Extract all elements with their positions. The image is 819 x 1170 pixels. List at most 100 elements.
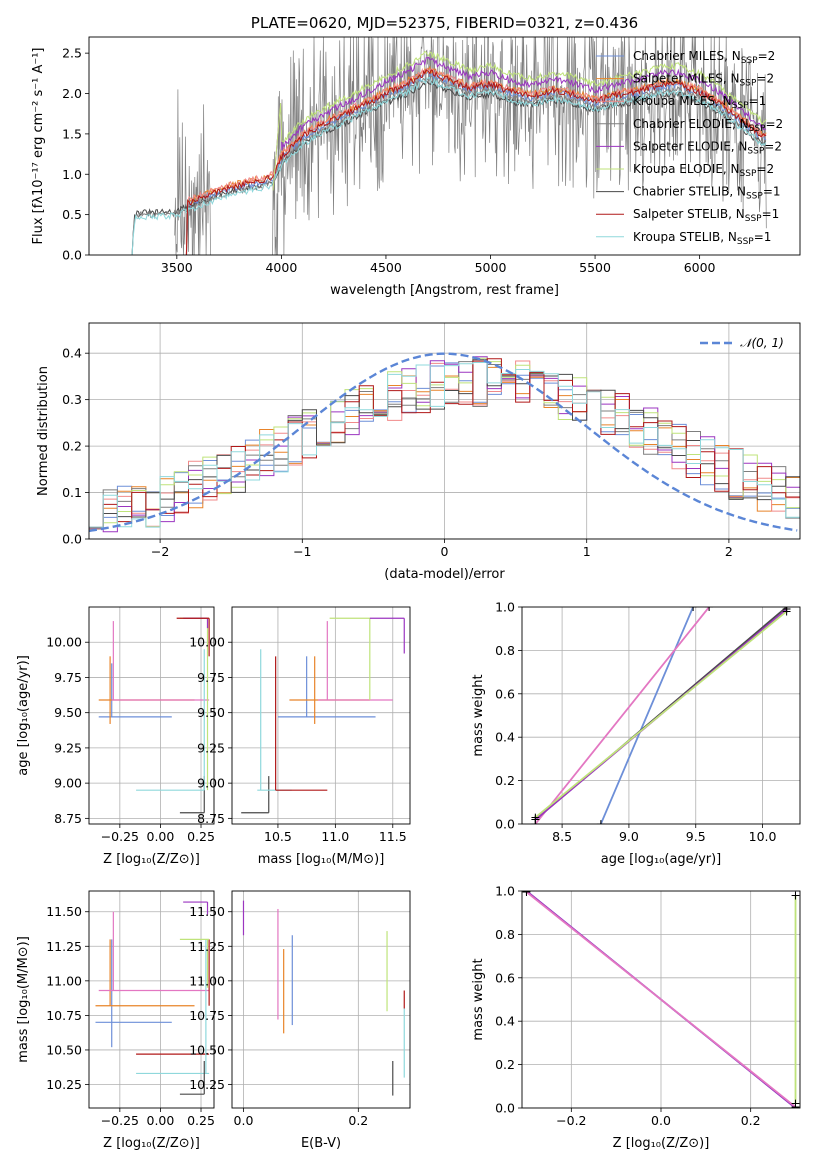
- x-tick-label: 5500: [579, 260, 611, 275]
- panel-8: ++++++++−0.2 0.0 0.2 0.0 0.2 0.4 0.6 0.8 1.0 Z [l…: [471, 883, 801, 1151]
- x-tick-label: −0.25: [101, 1113, 139, 1128]
- legend-label: 𝒩(0, 1): [740, 336, 784, 350]
- y-tick-label: 1.5: [62, 126, 82, 141]
- model-spectrum: [272, 56, 767, 191]
- y-tick-label: 0.4: [495, 730, 515, 745]
- y-tick-label: 9.00: [54, 776, 82, 791]
- y-tick-label: 8.75: [197, 811, 225, 826]
- marker-point: +: [704, 599, 714, 614]
- axes-frame: [88, 890, 215, 1109]
- y-tick-label: 1.0: [495, 884, 515, 899]
- x-tick-label: 9.5: [686, 829, 706, 844]
- legend-label: Chabrier ELODIE, NSSP=2: [633, 117, 783, 134]
- x-tick-label: 2: [725, 544, 733, 559]
- plot-area: [89, 891, 214, 1108]
- spectrum-data: [174, 37, 767, 255]
- axes-frame: [88, 606, 215, 825]
- marker-point: +: [790, 1100, 800, 1115]
- mass-weight-line: [525, 891, 797, 1108]
- legend-label: Chabrier MILES, NSSP=2: [633, 49, 775, 66]
- y-tick-label: 11.00: [189, 973, 225, 988]
- y-axis-label: mass weight: [471, 674, 486, 756]
- y-tick-label: 9.75: [54, 670, 82, 685]
- y-tick-label: 0.8: [495, 927, 515, 942]
- x-tick-label: 0.00: [147, 1113, 175, 1128]
- legend-label: Kroupa MILES, NSSP=1: [633, 94, 766, 111]
- y-tick-label: 1.0: [495, 600, 515, 615]
- x-axis-label: wavelength [Angstrom, rest frame]: [330, 283, 559, 298]
- model-spectrum: [130, 80, 767, 255]
- chart-title: PLATE=0620, MJD=52375, FIBERID=0321, z=0…: [251, 14, 638, 32]
- x-tick-label: 0.00: [147, 829, 175, 844]
- x-tick-label: −2: [151, 544, 169, 559]
- x-tick-label: 0.0: [234, 1113, 254, 1128]
- x-tick-label: 9.0: [619, 829, 639, 844]
- panel-7: 0.0 0.2 10.25 10.50 10.75 11.00 11.25 11.50 E(B-…: [189, 890, 411, 1151]
- x-tick-label: 3500: [161, 260, 193, 275]
- x-tick-label: 10.5: [264, 829, 292, 844]
- plot-area: ++++++++++: [522, 599, 800, 827]
- marker-point: +: [790, 1100, 800, 1115]
- legend-label: Salpeter STELIB, NSSP=1: [633, 207, 779, 224]
- x-tick-label: 4500: [370, 260, 402, 275]
- plot-area: [130, 37, 767, 255]
- y-tick-label: 10.50: [189, 1042, 225, 1057]
- legend-label: Salpeter ELODIE, NSSP=2: [633, 139, 782, 156]
- x-axis-label: mass [log₁₀(M/M⊙)]: [258, 852, 385, 867]
- panel-5: ++++++++++8.5 9.0 9.5 10.0 0.0 0.2 0.4 0.6 0.8 1.…: [471, 599, 801, 867]
- x-tick-label: 11.5: [379, 829, 407, 844]
- axes-frame: [521, 606, 801, 825]
- normal-curve: [89, 352, 798, 533]
- marker-point: +: [530, 809, 540, 824]
- x-tick-label: −1: [293, 544, 311, 559]
- plot-area: [89, 607, 214, 824]
- x-tick-label: 8.5: [552, 829, 572, 844]
- y-tick-label: 10.50: [46, 1042, 82, 1057]
- marker-point: +: [790, 887, 800, 902]
- marker-point: +: [521, 883, 531, 898]
- x-tick-label: 5000: [475, 260, 507, 275]
- y-tick-label: 0.0: [62, 248, 82, 263]
- x-tick-label: 4000: [265, 260, 297, 275]
- y-tick-label: 8.75: [54, 811, 82, 826]
- x-tick-label: 0: [441, 544, 449, 559]
- y-axis-label: Normed distribution: [36, 366, 51, 496]
- x-tick-label: 0.25: [187, 829, 215, 844]
- y-tick-label: 0.2: [495, 1057, 515, 1072]
- x-tick-label: −0.25: [101, 829, 139, 844]
- marker-point: +: [521, 883, 531, 898]
- residual-histogram: [89, 356, 800, 533]
- mass-weight-line: [534, 607, 710, 824]
- y-tick-label: 0.8: [495, 643, 515, 658]
- y-tick-label: 11.25: [46, 939, 82, 954]
- x-axis-label: E(B-V): [301, 1136, 341, 1151]
- mass-weight-line: [534, 610, 788, 819]
- y-tick-label: 9.50: [54, 705, 82, 720]
- marker-point: +: [530, 812, 540, 827]
- y-tick-label: 1.0: [62, 167, 82, 182]
- marker-point: +: [688, 599, 698, 614]
- model-spectrum: [185, 69, 767, 255]
- legend-label: Chabrier STELIB, NSSP=1: [633, 185, 781, 202]
- y-tick-label: 9.25: [197, 740, 225, 755]
- marker-point: +: [781, 599, 791, 614]
- y-axis-label: mass [log₁₀(M/M⊙)]: [16, 936, 31, 1063]
- y-tick-label: 11.25: [189, 939, 225, 954]
- y-tick-label: 0.3: [62, 392, 82, 407]
- x-axis-label: Z [log₁₀(Z/Z⊙)]: [103, 852, 200, 867]
- model-spectrum: [130, 76, 767, 255]
- y-tick-label: 0.2: [62, 439, 82, 454]
- y-axis-label: age [log₁₀(age/yr)]: [16, 655, 31, 776]
- legend-label: Kroupa ELODIE, NSSP=2: [633, 162, 774, 179]
- axes-frame: [521, 890, 801, 1109]
- plot-area: ++++++++: [521, 883, 800, 1115]
- y-tick-label: 2.5: [62, 46, 82, 61]
- y-tick-label: 10.00: [46, 635, 82, 650]
- x-tick-label: 0.0: [651, 1113, 671, 1128]
- y-tick-label: 10.25: [46, 1077, 82, 1092]
- panel-3: −0.25 0.00 0.25 8.75 9.00 9.25 9.50 9.75 10.00 Z …: [16, 606, 215, 867]
- marker-point: +: [521, 884, 531, 899]
- y-tick-label: 2.0: [62, 86, 82, 101]
- x-tick-label: 0.2: [348, 1113, 368, 1128]
